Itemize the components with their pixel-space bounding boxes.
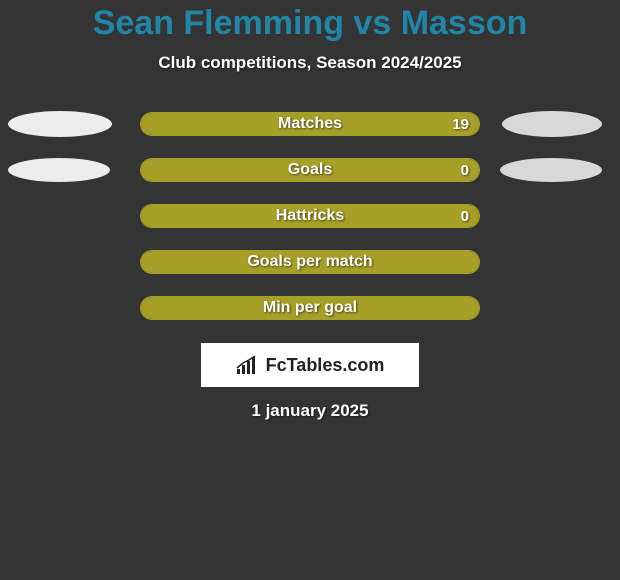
stat-bar: Goals 0 — [140, 158, 480, 182]
page-subtitle: Club competitions, Season 2024/2025 — [158, 53, 461, 73]
stat-label: Min per goal — [263, 299, 357, 317]
date-text: 1 january 2025 — [251, 401, 368, 421]
stat-row: Hattricks 0 — [0, 193, 620, 239]
left-ellipse — [8, 158, 110, 182]
logo-box: FcTables.com — [201, 343, 419, 387]
stat-bar: Matches 19 — [140, 112, 480, 136]
stat-label: Hattricks — [276, 207, 344, 225]
stat-row: Goals 0 — [0, 147, 620, 193]
stat-value: 19 — [452, 116, 469, 133]
stat-row: Matches 19 — [0, 101, 620, 147]
stat-label: Matches — [278, 115, 342, 133]
stat-value: 0 — [461, 208, 469, 225]
stats-area: Matches 19 Goals 0 Hattricks 0 Goals per match… — [0, 101, 620, 331]
container: Sean Flemming vs Masson Club competition… — [0, 0, 620, 580]
stat-row: Goals per match — [0, 239, 620, 285]
stat-label: Goals — [288, 161, 332, 179]
stat-bar: Goals per match — [140, 250, 480, 274]
stat-label: Goals per match — [247, 253, 372, 271]
right-ellipse — [500, 158, 602, 182]
stat-bar: Hattricks 0 — [140, 204, 480, 228]
left-ellipse — [8, 111, 112, 137]
stat-row: Min per goal — [0, 285, 620, 331]
page-title: Sean Flemming vs Masson — [93, 4, 528, 43]
stat-value: 0 — [461, 162, 469, 179]
logo-text: FcTables.com — [266, 355, 385, 376]
stat-bar: Min per goal — [140, 296, 480, 320]
right-ellipse — [502, 111, 602, 137]
chart-icon — [236, 355, 260, 375]
